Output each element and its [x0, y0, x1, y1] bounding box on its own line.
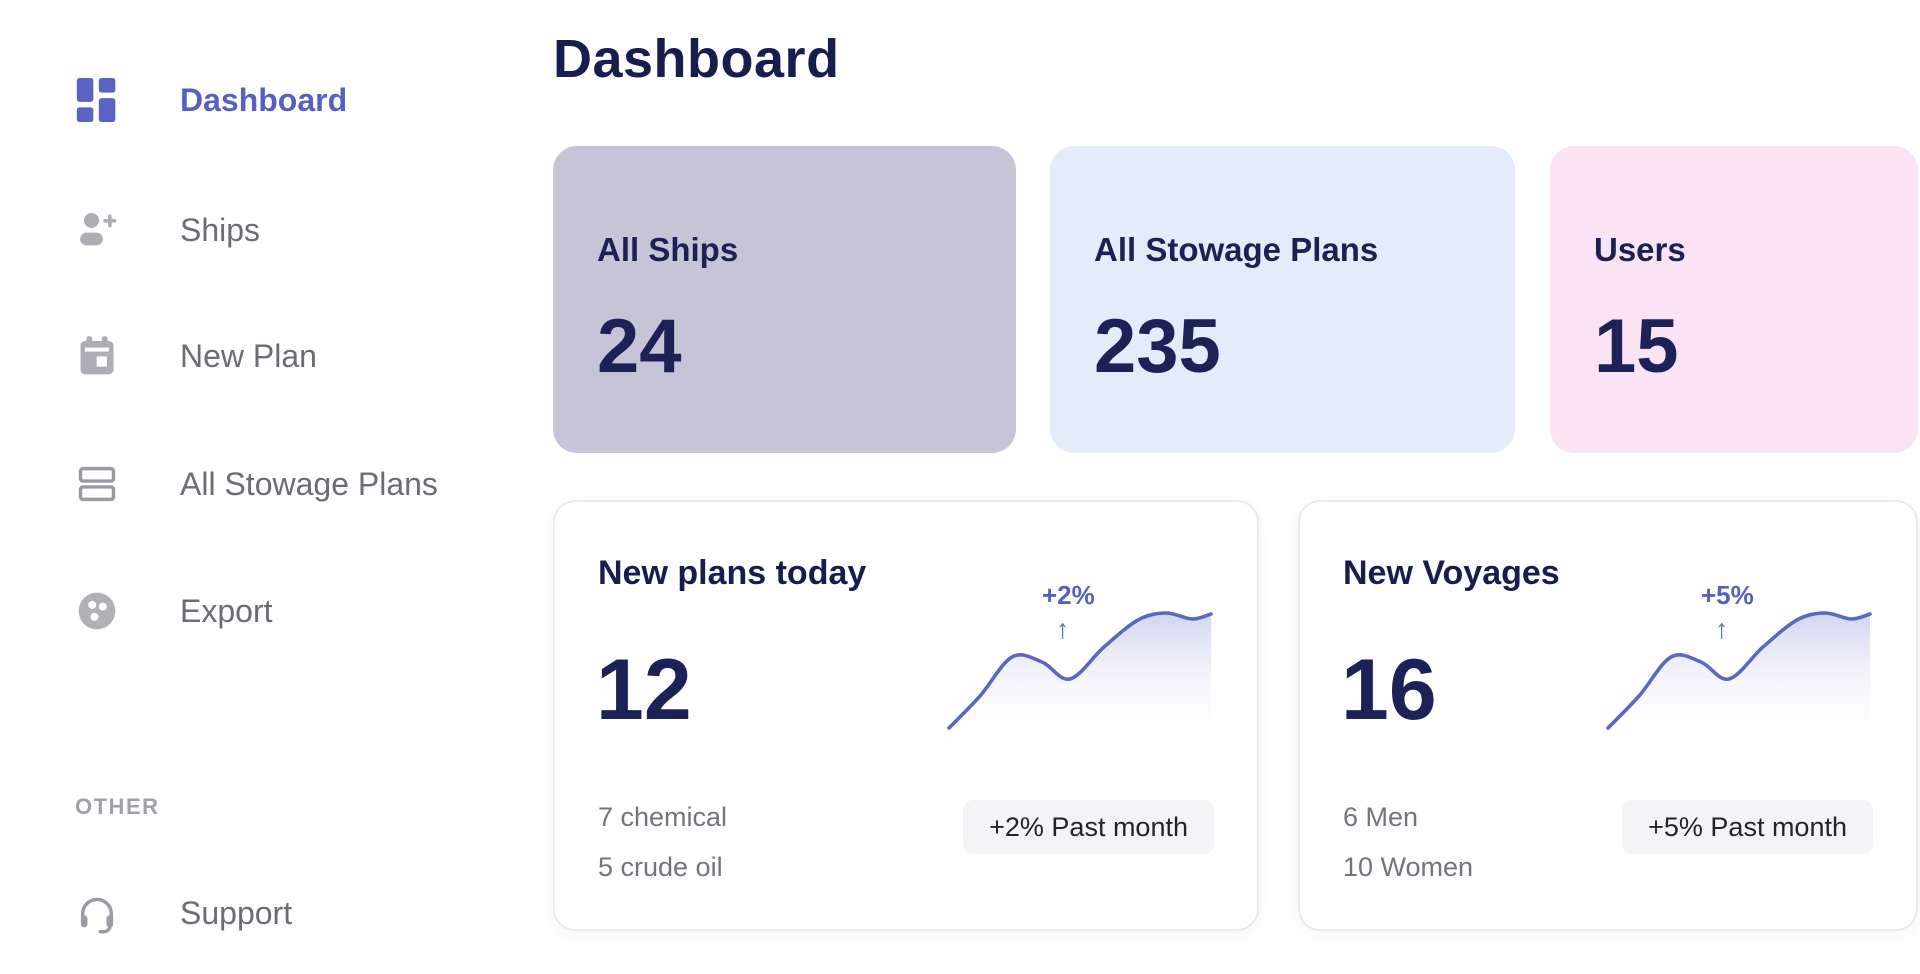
sidebar-item-label: Export	[180, 593, 273, 629]
stat-card-label: All Stowage Plans	[1094, 231, 1379, 268]
metric-card-value: 12	[596, 642, 692, 738]
sidebar-item-label: New Plan	[180, 338, 317, 374]
rows-icon	[74, 461, 120, 507]
change-percent-label: +2%	[1042, 580, 1095, 610]
stat-card-value: 15	[1594, 304, 1679, 389]
sidebar-item-export[interactable]: Export	[74, 588, 272, 634]
stat-card-users: Users 15	[1550, 146, 1918, 453]
export-ball-icon	[74, 588, 120, 634]
sidebar-item-label: All Stowage Plans	[180, 466, 438, 502]
stat-card-value: 235	[1094, 304, 1221, 389]
stat-card-label: Users	[1594, 231, 1686, 268]
sidebar-item-ships[interactable]: Ships	[74, 207, 260, 253]
person-add-icon	[74, 207, 120, 253]
sidebar: Dashboard Ships	[0, 0, 530, 974]
metric-detail-line: 6 Men	[1343, 802, 1419, 832]
metric-card-title: New plans today	[598, 554, 867, 592]
up-arrow-icon: ↑	[1056, 614, 1070, 644]
up-arrow-icon: ↑	[1715, 614, 1729, 644]
headset-icon	[74, 890, 120, 936]
metric-detail-line: 10 Women	[1343, 852, 1474, 882]
sidebar-item-dashboard[interactable]: Dashboard	[74, 77, 347, 123]
stat-card-all-stowage-plans: All Stowage Plans 235	[1050, 146, 1515, 453]
change-percent-label: +5%	[1701, 580, 1754, 610]
sparkline-chart	[1606, 611, 1872, 743]
sidebar-item-label: Ships	[180, 212, 261, 248]
metric-card-new-plans-today: New plans today 12 +2% ↑ 7 chemical 5 cr…	[553, 500, 1259, 931]
sidebar-item-all-stowage-plans[interactable]: All Stowage Plans	[74, 461, 438, 507]
stat-card-all-ships: All Ships 24	[553, 146, 1016, 453]
page-title: Dashboard	[553, 29, 840, 89]
metric-detail-line: 5 crude oil	[598, 852, 723, 882]
sparkline-chart	[947, 611, 1213, 743]
metric-card-value: 16	[1341, 642, 1437, 738]
sidebar-item-label: Dashboard	[180, 82, 348, 118]
dashboard-grid-icon	[74, 77, 120, 123]
sidebar-section-other: OTHER	[75, 794, 160, 819]
stat-card-value: 24	[597, 304, 682, 389]
metric-detail-line: 7 chemical	[598, 802, 728, 832]
sparkline-chart-area: +5% ↑	[1605, 580, 1873, 747]
sidebar-item-support[interactable]: Support	[74, 890, 292, 936]
sidebar-item-new-plan[interactable]: New Plan	[74, 333, 317, 379]
sidebar-item-label: Support	[180, 895, 293, 931]
stat-card-label: All Ships	[597, 231, 739, 268]
past-month-badge: +2% Past month	[963, 800, 1214, 854]
calendar-icon	[74, 333, 120, 379]
metric-card-title: New Voyages	[1343, 554, 1560, 592]
past-month-badge: +5% Past month	[1622, 800, 1873, 854]
metric-card-new-voyages: New Voyages 16 +5% ↑ 6 Men 10 Women +5% …	[1298, 500, 1918, 931]
sparkline-chart-area: +2% ↑	[946, 580, 1214, 747]
